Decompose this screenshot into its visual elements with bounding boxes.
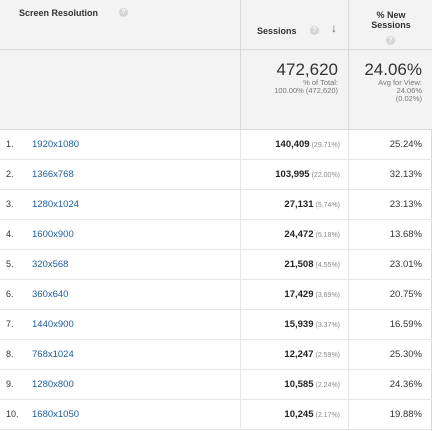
resolution-link[interactable]: 320x568 (32, 259, 69, 270)
sessions-share: (2.24%) (315, 382, 340, 389)
new-sessions-avg-label: Avg for View: (378, 78, 422, 87)
new-sessions-header-label: % New Sessions (349, 10, 432, 30)
sessions-share: (29.71%) (311, 142, 340, 149)
sessions-value: 10,245 (284, 409, 314, 420)
resolution-link[interactable]: 1920x1080 (32, 139, 80, 150)
resolution-link[interactable]: 768x1024 (32, 349, 74, 360)
totals-row: 472,620 % of Total: 100.00% (472,620) 24… (0, 50, 432, 130)
sessions-cell: 15,939 (3.37%) (240, 310, 348, 339)
resolution-link[interactable]: 1366x768 (32, 169, 74, 180)
sessions-value: 21,508 (284, 259, 314, 270)
row-index: 1. (6, 139, 14, 149)
sessions-header[interactable]: Sessions ? ↓ (240, 0, 348, 50)
sessions-value: 24,472 (284, 229, 314, 240)
table-body: 1. 1920x1080 140,409 (29.71%) 25.24% 2. 1… (0, 130, 432, 430)
sessions-share: (5.74%) (315, 202, 340, 209)
sessions-value: 103,995 (275, 169, 310, 180)
row-index: 2. (6, 169, 14, 179)
table-row: 4. 1600x900 24,472 (5.18%) 13.68% (0, 220, 432, 250)
sessions-cell: 10,585 (2.24%) (240, 370, 348, 399)
resolution-link[interactable]: 1280x800 (32, 379, 74, 390)
sessions-cell: 24,472 (5.18%) (240, 220, 348, 249)
sessions-cell: 27,131 (5.74%) (240, 190, 348, 219)
sessions-total-share: 100.00% (472,620) (274, 86, 338, 95)
new-sessions-cell: 23.01% (348, 250, 432, 279)
row-index: 5. (6, 259, 14, 269)
resolution-link[interactable]: 1280x1024 (32, 199, 80, 210)
row-index: 7. (6, 319, 14, 329)
row-index: 4. (6, 229, 14, 239)
new-sessions-label-line1: % New (376, 10, 406, 20)
new-sessions-cell: 25.30% (348, 340, 432, 369)
new-sessions-cell: 13.68% (348, 220, 432, 249)
sessions-total-cell: 472,620 % of Total: 100.00% (472,620) (240, 50, 348, 130)
resolution-link[interactable]: 360x640 (32, 289, 69, 300)
sessions-share: (5.18%) (315, 232, 340, 239)
sessions-cell: 10,245 (2.17%) (240, 400, 348, 429)
sessions-value: 140,409 (275, 139, 310, 150)
sessions-share: (2.59%) (315, 352, 340, 359)
new-sessions-header[interactable]: % New Sessions ? (348, 0, 432, 50)
sessions-value: 10,585 (284, 379, 314, 390)
new-sessions-avg-value: 24.06% (396, 86, 422, 95)
new-sessions-cell: 24.36% (348, 370, 432, 399)
table-row: 10. 1680x1050 10,245 (2.17%) 19.88% (0, 400, 432, 430)
resolution-link[interactable]: 1600x900 (32, 229, 74, 240)
sessions-total-value: 472,620 (276, 60, 338, 79)
new-sessions-cell: 25.24% (348, 130, 432, 159)
new-sessions-label-line2: Sessions (371, 20, 411, 30)
table-row: 7. 1440x900 15,939 (3.37%) 16.59% (0, 310, 432, 340)
sessions-value: 27,131 (284, 199, 314, 210)
sessions-share: (2.17%) (315, 412, 340, 419)
new-sessions-cell: 32.13% (348, 160, 432, 189)
table-row: 5. 320x568 21,508 (4.55%) 23.01% (0, 250, 432, 280)
new-sessions-help-icon[interactable]: ? (386, 36, 395, 45)
sessions-share: (4.55%) (315, 262, 340, 269)
new-sessions-avg-diff: (0.02%) (395, 94, 422, 103)
dimension-header-label: Screen Resolution (19, 8, 99, 18)
dimension-header[interactable]: Screen Resolution ? (0, 0, 240, 50)
row-index: 9. (6, 379, 14, 389)
sessions-share: (3.37%) (315, 322, 340, 329)
sessions-cell: 17,429 (3.69%) (240, 280, 348, 309)
new-sessions-cell: 19.88% (348, 400, 432, 429)
row-index: 6. (6, 289, 14, 299)
table-row: 1. 1920x1080 140,409 (29.71%) 25.24% (0, 130, 432, 160)
sessions-cell: 12,247 (2.59%) (240, 340, 348, 369)
sessions-cell: 103,995 (22.00%) (240, 160, 348, 189)
new-sessions-total-cell: 24.06% Avg for View: 24.06% (0.02%) (348, 50, 432, 130)
sessions-cell: 140,409 (29.71%) (240, 130, 348, 159)
sessions-help-icon[interactable]: ? (310, 26, 319, 35)
sessions-cell: 21,508 (4.55%) (240, 250, 348, 279)
new-sessions-cell: 16.59% (348, 310, 432, 339)
table-row: 8. 768x1024 12,247 (2.59%) 25.30% (0, 340, 432, 370)
sessions-share: (22.00%) (311, 172, 340, 179)
dimension-help-icon[interactable]: ? (119, 8, 128, 17)
sessions-share: (3.69%) (315, 292, 340, 299)
table-row: 6. 360x640 17,429 (3.69%) 20.75% (0, 280, 432, 310)
sessions-total-label: % of Total: (303, 78, 338, 87)
sessions-value: 15,939 (284, 319, 314, 330)
resolution-link[interactable]: 1440x900 (32, 319, 74, 330)
sort-descending-icon[interactable]: ↓ (331, 21, 337, 35)
sessions-value: 12,247 (284, 349, 314, 360)
row-index: 10. (6, 409, 19, 419)
new-sessions-cell: 23.13% (348, 190, 432, 219)
table-row: 3. 1280x1024 27,131 (5.74%) 23.13% (0, 190, 432, 220)
new-sessions-cell: 20.75% (348, 280, 432, 309)
table-header: Screen Resolution ? Sessions ? ↓ % New S… (0, 0, 432, 50)
sessions-header-label: Sessions (257, 26, 297, 36)
table-row: 2. 1366x768 103,995 (22.00%) 32.13% (0, 160, 432, 190)
row-index: 8. (6, 349, 14, 359)
resolution-link[interactable]: 1680x1050 (32, 409, 80, 420)
new-sessions-total-value: 24.06% (364, 60, 422, 79)
row-index: 3. (6, 199, 14, 209)
table-row: 9. 1280x800 10,585 (2.24%) 24.36% (0, 370, 432, 400)
sessions-value: 17,429 (284, 289, 314, 300)
